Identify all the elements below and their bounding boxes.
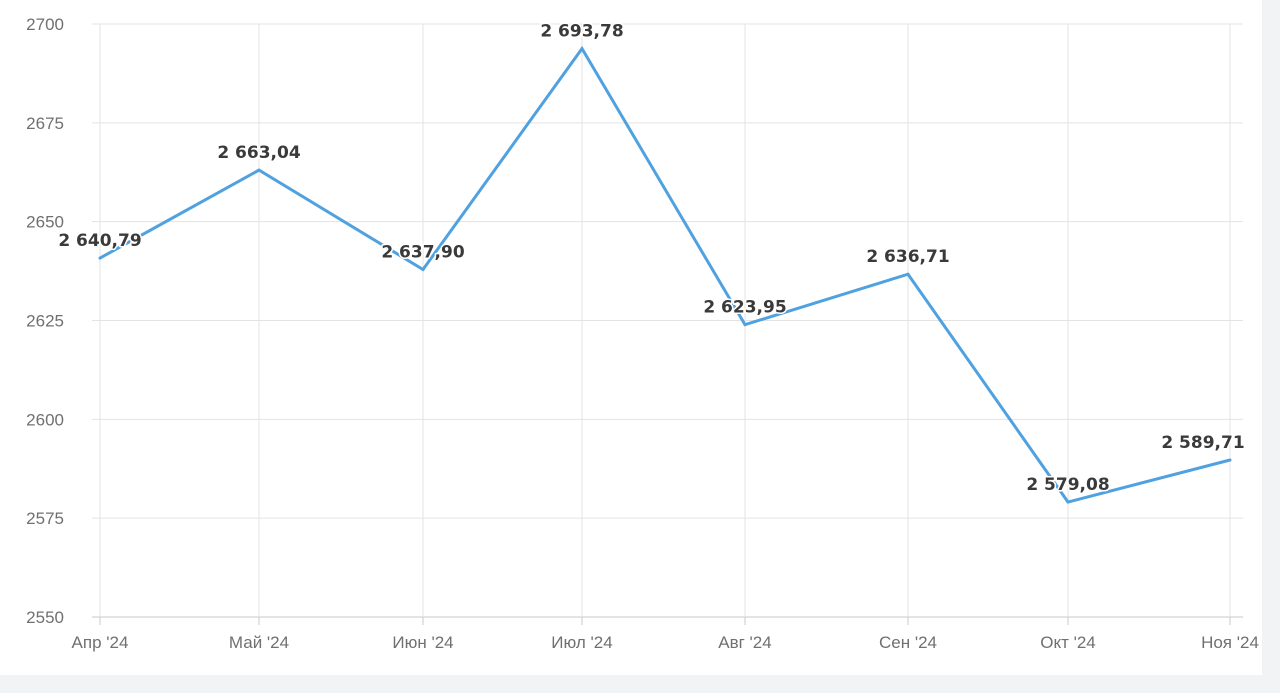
- data-labels: 2 640,79 2 663,04 2 637,90 2 693,78 2 623,95…: [57, 20, 1246, 496]
- x-tick-label: Апр '24: [72, 633, 129, 652]
- data-point: [580, 47, 584, 51]
- x-tick-label: Авг '24: [718, 633, 771, 652]
- x-tick-label: Июл '24: [551, 633, 612, 652]
- data-point: [743, 323, 747, 327]
- series-line: [99, 45, 1231, 504]
- x-tick-label: Сен '24: [879, 633, 937, 652]
- x-axis-ticks: Апр '24 Май '24 Июн '24 Июл '24 Авг '24 Сен '…: [72, 633, 1259, 652]
- data-point: [421, 268, 425, 272]
- y-tick-label: 2600: [26, 410, 64, 429]
- data-point: [1066, 500, 1070, 504]
- y-tick-label: 2675: [26, 114, 64, 133]
- line-chart: 2550 2575 2600 2625 2650 2675 2700 Апр '24 Май …: [26, 15, 1259, 652]
- data-point: [257, 168, 261, 172]
- series: [99, 45, 1231, 504]
- data-label: 2 637,90: [381, 243, 465, 263]
- grid: [92, 23, 1243, 625]
- x-tick-label: Июн '24: [392, 633, 453, 652]
- data-point: [98, 256, 102, 260]
- data-label: 2 640,79: [58, 231, 141, 251]
- data-label: 2 636,71: [866, 247, 949, 267]
- data-point: [1228, 458, 1232, 462]
- data-label: 2 693,78: [540, 22, 623, 42]
- y-tick-label: 2550: [26, 608, 64, 627]
- data-label: 2 589,71: [1161, 433, 1244, 453]
- y-tick-label: 2650: [26, 213, 64, 232]
- x-tick-label: Май '24: [229, 633, 289, 652]
- data-label: 2 623,95: [703, 298, 786, 318]
- y-tick-label: 2575: [26, 509, 64, 528]
- y-tick-label: 2700: [26, 15, 64, 34]
- x-tick-label: Ноя '24: [1201, 633, 1259, 652]
- data-label: 2 663,04: [217, 143, 301, 163]
- x-tick-label: Окт '24: [1040, 633, 1096, 652]
- data-label: 2 579,08: [1026, 475, 1109, 495]
- chart-card: 2550 2575 2600 2625 2650 2675 2700 Апр '24 Май …: [0, 0, 1262, 675]
- data-point: [906, 272, 910, 276]
- y-axis-ticks: 2550 2575 2600 2625 2650 2675 2700: [26, 15, 64, 627]
- data-points: [98, 47, 1232, 504]
- y-tick-label: 2625: [26, 312, 64, 331]
